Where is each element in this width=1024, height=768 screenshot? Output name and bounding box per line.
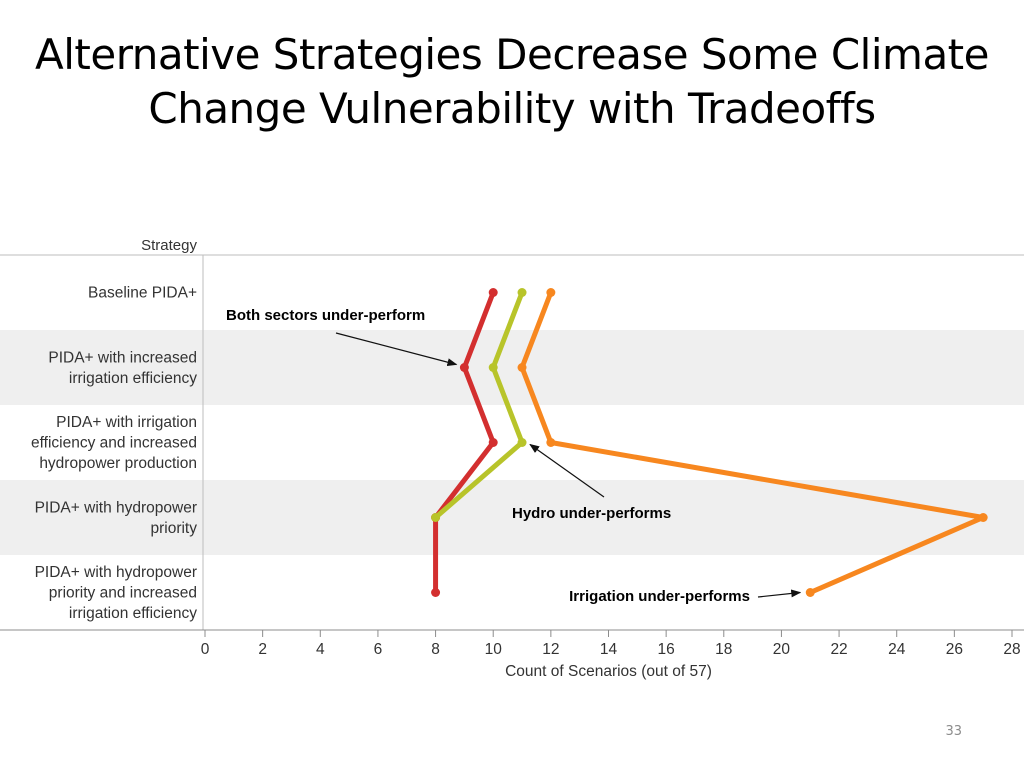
x-tick-label: 18 xyxy=(715,641,732,658)
title-line-1: Alternative Strategies Decrease Some Cli… xyxy=(35,30,989,79)
x-tick-label: 28 xyxy=(1003,641,1020,658)
category-label: priority xyxy=(150,520,197,537)
series-line-2 xyxy=(433,290,525,520)
series-3-point xyxy=(546,438,556,447)
category-label: irrigation efficiency xyxy=(69,370,197,387)
category-label: PIDA+ with hydropower xyxy=(35,499,197,516)
x-tick-label: 2 xyxy=(258,641,267,658)
category-label: efficiency and increased xyxy=(31,435,197,452)
series-3-point xyxy=(546,288,556,297)
series-1-point xyxy=(431,588,441,597)
category-label: PIDA+ with increased xyxy=(48,349,197,366)
x-axis-label: Count of Scenarios (out of 57) xyxy=(505,663,712,680)
page-number: 33 xyxy=(945,724,962,739)
slide-title: Alternative Strategies Decrease Some Cli… xyxy=(0,28,1024,136)
y-axis-header: Strategy xyxy=(141,237,197,254)
x-tick-label: 16 xyxy=(658,641,675,658)
category-label: Baseline PIDA+ xyxy=(88,285,197,302)
x-tick-label: 0 xyxy=(201,641,210,658)
category-label: PIDA+ with irrigation xyxy=(56,414,197,431)
x-tick-label: 6 xyxy=(374,641,383,658)
series-2-point xyxy=(431,513,441,522)
x-tick-label: 26 xyxy=(946,641,963,658)
category-label: irrigation efficiency xyxy=(69,605,197,622)
x-tick-label: 12 xyxy=(542,641,559,658)
annotation-label: Hydro under-performs xyxy=(512,505,671,522)
x-tick-label: 4 xyxy=(316,641,325,658)
series-1-point xyxy=(459,363,469,372)
series-3-point xyxy=(978,513,988,522)
category-label: hydropower production xyxy=(39,455,197,472)
x-tick-label: 14 xyxy=(600,641,618,658)
category-label: priority and increased xyxy=(49,585,197,602)
x-tick-label: 20 xyxy=(773,641,791,658)
x-tick-label: 10 xyxy=(485,641,503,658)
x-tick-label: 24 xyxy=(888,641,906,658)
series-3-point xyxy=(805,588,815,597)
x-tick-label: 8 xyxy=(431,641,440,658)
annotation-label: Irrigation under-performs xyxy=(569,588,750,605)
category-label: PIDA+ with hydropower xyxy=(35,564,197,581)
title-line-2: Change Vulnerability with Tradeoffs xyxy=(148,84,876,133)
series-1-point xyxy=(488,288,498,297)
annotation-arrow xyxy=(529,443,605,498)
series-2-point xyxy=(488,363,498,372)
x-tick-label: 22 xyxy=(830,641,847,658)
row-band xyxy=(0,330,1024,405)
series-3-point xyxy=(517,363,527,372)
annotation-arrow xyxy=(335,332,458,367)
annotation-label: Both sectors under-perform xyxy=(226,307,425,324)
series-1-point xyxy=(488,438,498,447)
series-2-point xyxy=(517,288,527,297)
annotation-arrow xyxy=(757,589,802,598)
series-2-point xyxy=(517,438,527,447)
